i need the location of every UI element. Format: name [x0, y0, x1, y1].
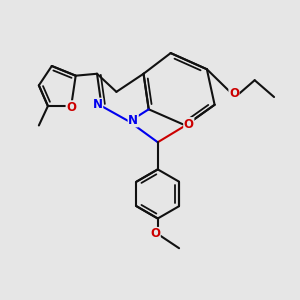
Text: O: O: [229, 87, 239, 100]
Text: O: O: [184, 118, 194, 131]
Text: N: N: [128, 114, 138, 127]
Text: O: O: [150, 227, 160, 241]
Text: O: O: [66, 101, 76, 114]
Text: N: N: [93, 98, 103, 111]
